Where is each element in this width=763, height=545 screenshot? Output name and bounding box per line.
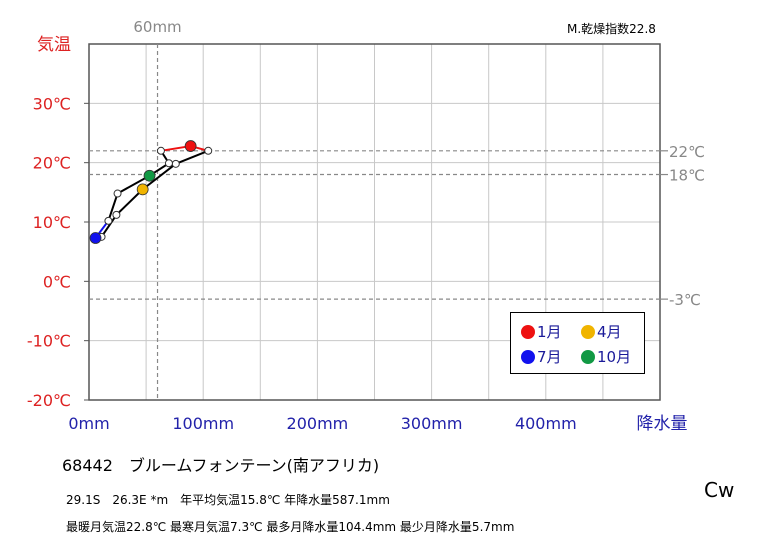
legend-item-apr: 4月 [581,321,622,342]
y-tick-label: -20℃ [27,391,71,410]
month-point [204,146,213,155]
y-tick-label: 30℃ [33,94,71,113]
y-tick-label: 10℃ [33,213,71,232]
x-tick-label: 200mm [287,414,349,433]
series-segment [116,174,151,195]
y-tick-label: -10℃ [27,332,71,351]
y-tick-label: 20℃ [33,154,71,173]
legend-label-oct: 10月 [597,348,632,366]
legend-item-oct: 10月 [581,346,631,367]
series-segment [107,192,119,222]
legend-dot-oct [581,349,595,364]
legend-label-apr: 4月 [597,323,622,341]
month-point [104,216,113,225]
legend-dot-jan [521,324,535,339]
series-segment [141,162,177,191]
x-tick-label: 0mm [68,414,109,433]
month-point-highlight [136,183,149,196]
station-info-line1: 29.1S 26.3E *m 年平均気温15.8℃ 年降水量587.1mm [66,493,390,507]
ref-label-temp: -3℃ [669,291,701,309]
month-point [113,189,122,198]
x-tick-label: 100mm [172,414,234,433]
y-tick-label: 0℃ [43,272,71,291]
legend: 1月 4月 7月 10月 [510,312,645,374]
legend-label-jan: 1月 [537,323,562,341]
month-point-highlight [184,140,197,152]
legend-dot-jul [521,349,535,364]
month-point [112,210,121,219]
month-point-highlight [89,232,102,244]
legend-item-jan: 1月 [521,321,562,342]
series-segment [100,213,118,238]
x-tick-label: 300mm [401,414,463,433]
station-title: 68442 ブルームフォンテーン(南アフリカ) [62,456,380,475]
series-segment [174,149,210,165]
month-point [171,159,180,168]
legend-label-jul: 7月 [537,348,562,366]
series-segment [115,188,144,216]
month-point [164,159,173,168]
month-point [156,146,165,155]
climate-class: Cw [704,478,735,502]
x-axis-title: 降水量 [637,414,688,434]
legend-dot-apr [581,324,595,339]
legend-item-jul: 7月 [521,346,562,367]
station-info-line2: 最暖月気温22.8℃ 最寒月気温7.3℃ 最多月降水量104.4mm 最少月降水… [66,520,515,534]
y-axis-title: 気温 [37,35,71,55]
ref-label-temp: 18℃ [669,167,705,185]
x-tick-label: 400mm [515,414,577,433]
month-point-highlight [143,169,156,182]
aridity-index: M.乾燥指数22.8 [567,22,656,36]
ref-label-temp: 22℃ [669,143,705,161]
ref-label-precip: 60mm [133,18,181,36]
